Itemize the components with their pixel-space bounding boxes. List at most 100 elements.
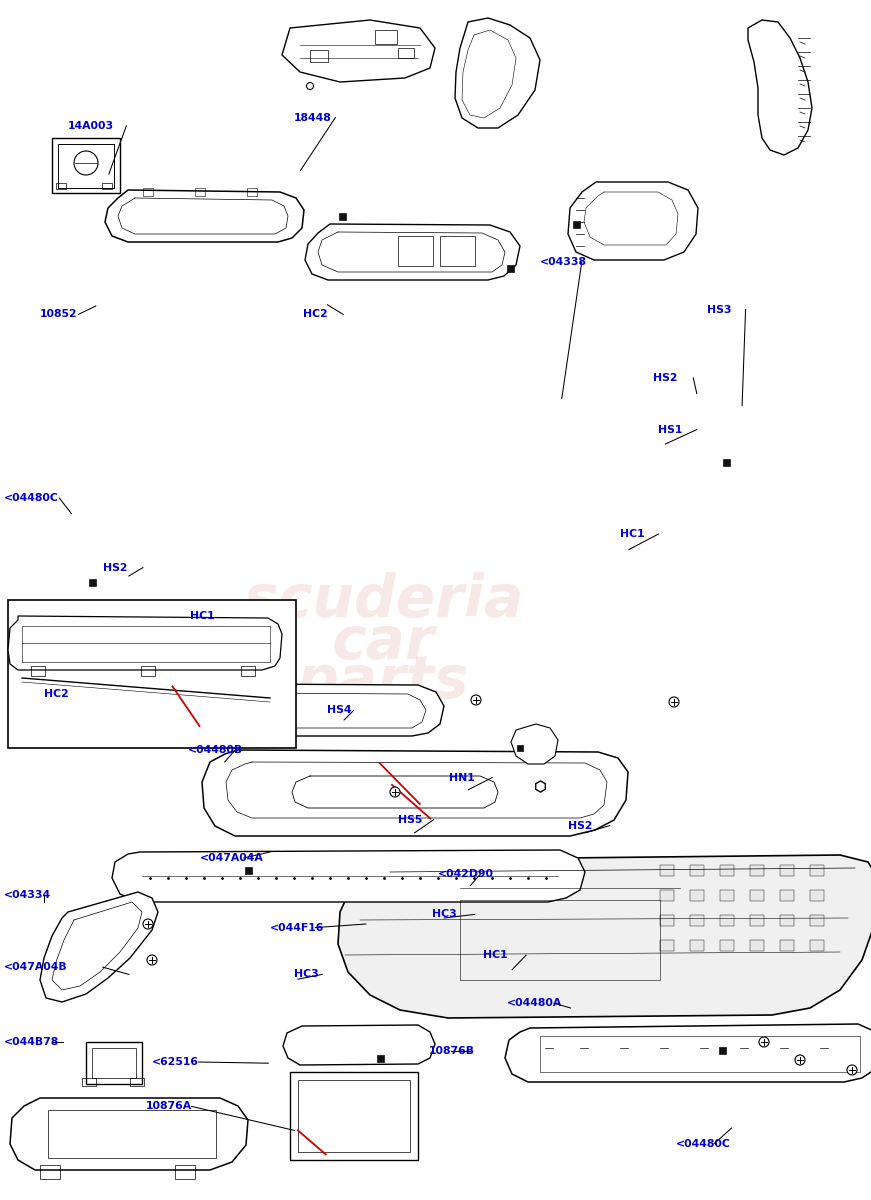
Text: 10852: 10852 (40, 310, 78, 319)
Bar (241, 666, 255, 676)
Bar (750, 940, 764, 950)
Bar (48, 1110, 216, 1158)
Polygon shape (338, 854, 871, 1018)
Bar (690, 914, 704, 926)
Bar (375, 30, 397, 44)
Text: car: car (332, 613, 435, 671)
Bar (52, 138, 120, 193)
Text: 18448: 18448 (294, 113, 331, 122)
Circle shape (669, 697, 679, 707)
Bar (40, 1165, 60, 1178)
Bar (720, 865, 734, 876)
Bar (58, 144, 114, 188)
Circle shape (143, 919, 153, 929)
Bar (460, 900, 660, 980)
Bar (86, 1042, 142, 1084)
Text: <044F16: <044F16 (270, 923, 324, 932)
Bar (92, 1048, 136, 1078)
Text: HS4: HS4 (327, 706, 352, 715)
Text: HC1: HC1 (483, 950, 507, 960)
Bar (82, 1078, 96, 1086)
Text: <04334: <04334 (4, 890, 51, 900)
Bar (660, 914, 674, 926)
Polygon shape (8, 616, 282, 670)
Bar (540, 1036, 860, 1072)
Bar (810, 865, 824, 876)
Bar (810, 914, 824, 926)
Text: HS3: HS3 (707, 305, 732, 314)
Text: HC1: HC1 (190, 611, 214, 620)
Bar (141, 666, 155, 676)
Circle shape (390, 787, 400, 797)
Text: HS2: HS2 (568, 821, 592, 830)
Polygon shape (282, 20, 435, 82)
Bar (56, 182, 66, 188)
Text: HC2: HC2 (303, 310, 327, 319)
Text: HC3: HC3 (432, 910, 456, 919)
Bar (398, 48, 414, 58)
Circle shape (307, 83, 314, 90)
Text: <042D90: <042D90 (438, 869, 494, 878)
Bar (750, 865, 764, 876)
Bar (290, 1072, 418, 1160)
Polygon shape (305, 224, 520, 280)
Bar (517, 745, 523, 751)
Bar (440, 236, 475, 266)
Polygon shape (218, 684, 444, 736)
Text: <04338: <04338 (540, 257, 587, 266)
Text: HN1: HN1 (449, 773, 476, 782)
Bar (719, 1046, 726, 1054)
Bar (31, 666, 45, 676)
Polygon shape (505, 1024, 871, 1082)
Bar (298, 1080, 410, 1152)
Bar (572, 221, 579, 228)
Bar (660, 865, 674, 876)
Bar (195, 188, 205, 196)
Circle shape (759, 1037, 769, 1046)
Bar (102, 182, 112, 188)
Bar (780, 865, 794, 876)
Text: 14A003: 14A003 (68, 121, 114, 131)
Text: scuderia: scuderia (243, 571, 523, 629)
Bar (660, 940, 674, 950)
Text: HS5: HS5 (398, 815, 422, 824)
Bar (175, 1165, 195, 1178)
Text: HC1: HC1 (620, 529, 645, 539)
Circle shape (147, 955, 157, 965)
Bar (660, 890, 674, 901)
Text: <04480C: <04480C (676, 1139, 731, 1148)
Polygon shape (283, 1025, 435, 1066)
Polygon shape (455, 18, 540, 128)
Polygon shape (40, 892, 158, 1002)
Text: HC2: HC2 (44, 689, 68, 698)
Polygon shape (748, 20, 812, 155)
Text: HS1: HS1 (658, 425, 683, 434)
Bar (339, 212, 346, 220)
Text: <04480C: <04480C (4, 493, 59, 503)
Bar (245, 866, 252, 874)
Bar (8, 600, 296, 748)
Bar (720, 914, 734, 926)
Polygon shape (112, 850, 585, 902)
Bar (690, 940, 704, 950)
Text: <04480B: <04480B (188, 745, 243, 755)
Text: parts: parts (297, 653, 469, 710)
Bar (507, 264, 514, 271)
Bar (720, 890, 734, 901)
Text: <62516: <62516 (152, 1057, 199, 1067)
Bar (780, 940, 794, 950)
Text: 10876B: 10876B (429, 1046, 475, 1056)
Text: HS2: HS2 (103, 563, 127, 572)
Text: 10876A: 10876A (145, 1102, 192, 1111)
Bar (780, 890, 794, 901)
Bar (376, 1055, 383, 1062)
Polygon shape (10, 1098, 248, 1170)
Text: <04480A: <04480A (507, 998, 562, 1008)
Text: <044B78: <044B78 (4, 1037, 59, 1046)
Polygon shape (202, 750, 628, 836)
Bar (310, 50, 328, 62)
Bar (810, 940, 824, 950)
Bar (690, 890, 704, 901)
Polygon shape (568, 182, 698, 260)
Circle shape (471, 695, 481, 704)
